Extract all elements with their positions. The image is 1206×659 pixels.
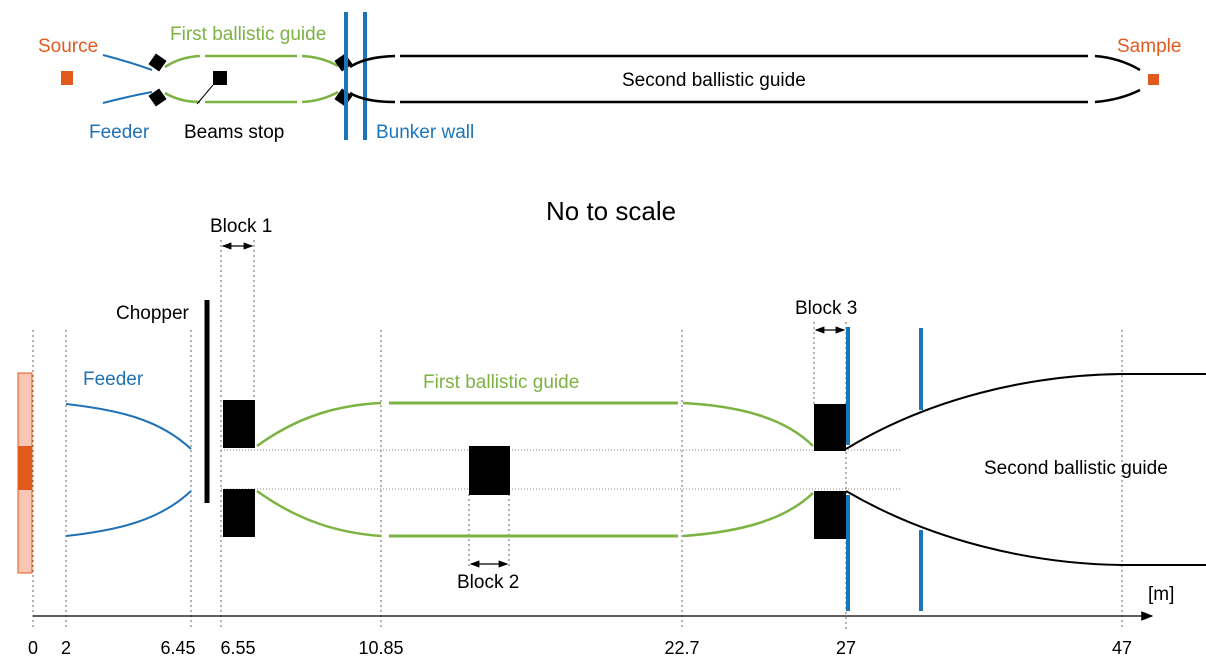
tick-label-6.55: 6.55 <box>220 638 255 658</box>
first-guide-lower-in <box>256 489 382 538</box>
block2-label: Block 2 <box>457 572 519 593</box>
block3-label: Block 3 <box>795 298 857 319</box>
tick-label-6.45: 6.45 <box>160 638 195 658</box>
overview-feeder-lower <box>102 91 153 104</box>
tick-label-47: 47 <box>1112 638 1132 658</box>
diagram-title: No to scale <box>546 196 676 226</box>
feeder-upper-mirror <box>65 403 192 450</box>
overview-sample-label: Sample <box>1117 36 1181 57</box>
overview-beam-stop-label: Beams stop <box>184 122 284 143</box>
second-guide-upper <box>845 373 1206 450</box>
overview-block-upper-2 <box>334 53 353 72</box>
second-guide-label: Second ballistic guide <box>984 458 1168 479</box>
feeder-lower-mirror <box>65 490 192 537</box>
overview-block-lower-2 <box>334 88 353 107</box>
overview-second-guide-label: Second ballistic guide <box>622 70 806 91</box>
tick-label-22.7: 22.7 <box>664 638 699 658</box>
overview-second-guide-lower-out <box>1094 88 1141 104</box>
tick-label-10.85: 10.85 <box>358 638 403 658</box>
overview-feeder-upper <box>102 54 153 71</box>
overview-source-label: Source <box>38 36 98 57</box>
overview-second-guide-lower-in <box>349 91 396 104</box>
overview-second-guide-upper-out <box>1094 54 1141 72</box>
overview-first-guide-label: First ballistic guide <box>170 24 326 45</box>
overview-block-lower-1 <box>148 88 167 107</box>
overview-feeder-label: Feeder <box>89 122 150 143</box>
overview-first-guide-lower-out <box>301 90 339 104</box>
overview-source-block <box>61 71 73 85</box>
first-guide-upper-out <box>682 401 814 447</box>
first-guide-label: First ballistic guide <box>423 372 579 393</box>
second-guide-lower <box>845 490 1206 566</box>
overview-sample-block <box>1148 74 1159 85</box>
tick-label-0: 0 <box>28 638 38 658</box>
overview-second-guide-upper-in <box>349 54 396 69</box>
first-guide-upper-in <box>256 401 382 448</box>
axis-unit-label: [m] <box>1148 584 1174 605</box>
first-guide-lower-out <box>682 492 814 538</box>
overview-first-guide-upper-in <box>164 54 201 69</box>
block1-lower <box>223 489 255 537</box>
overview-schematic: Source Feeder First ballistic guide Beam… <box>38 12 1181 143</box>
block3-lower <box>814 491 846 539</box>
overview-block-upper-1 <box>148 53 167 72</box>
overview-bunker-wall-label: Bunker wall <box>376 122 474 143</box>
tick-label-27: 27 <box>836 638 856 658</box>
block1-label: Block 1 <box>210 216 272 237</box>
block3-upper <box>814 404 846 451</box>
overview-first-guide-upper-out <box>301 54 339 68</box>
feeder-label: Feeder <box>83 369 144 390</box>
block1-upper <box>223 400 255 448</box>
tick-label-2: 2 <box>61 638 71 658</box>
block2 <box>469 446 510 495</box>
overview-beam-stop <box>213 71 227 85</box>
chopper-label: Chopper <box>116 303 190 324</box>
detail-schematic: Feeder Chopper Block 1 First ballistic g… <box>17 216 1206 658</box>
source-emission-area <box>18 446 32 490</box>
overview-beam-stop-pointer <box>196 84 214 105</box>
overview-first-guide-lower-in <box>164 91 201 104</box>
